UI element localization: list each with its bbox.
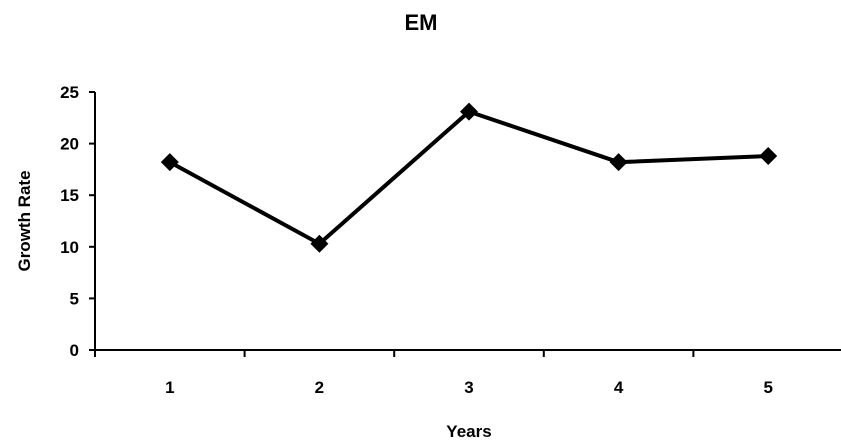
y-tick-label: 20 [60, 135, 79, 154]
y-tick-label: 0 [70, 341, 79, 360]
data-point-marker [160, 153, 179, 172]
y-tick-label: 5 [70, 289, 79, 308]
x-tick-label: 2 [315, 378, 324, 397]
x-tick-label: 5 [763, 378, 772, 397]
y-axis-ticks: 0 5 10 15 20 25 [60, 83, 95, 360]
x-tick-label: 4 [614, 378, 624, 397]
x-axis-label: Years [446, 422, 491, 441]
data-point-marker [460, 102, 478, 121]
y-tick-label: 15 [60, 186, 79, 205]
x-axis-ticks: 1 2 3 4 5 [94, 350, 773, 397]
y-axis-label: Growth Rate [15, 170, 34, 271]
series-line [168, 109, 769, 247]
y-tick-label: 25 [60, 83, 79, 102]
x-tick-label: 3 [464, 378, 473, 397]
chart-title: EM [405, 10, 438, 35]
data-point-marker [609, 153, 628, 172]
data-point-marker [310, 234, 329, 253]
series-layer [160, 102, 778, 253]
y-tick-label: 10 [60, 238, 79, 257]
x-tick-label: 1 [165, 378, 174, 397]
data-point-marker [759, 146, 778, 165]
